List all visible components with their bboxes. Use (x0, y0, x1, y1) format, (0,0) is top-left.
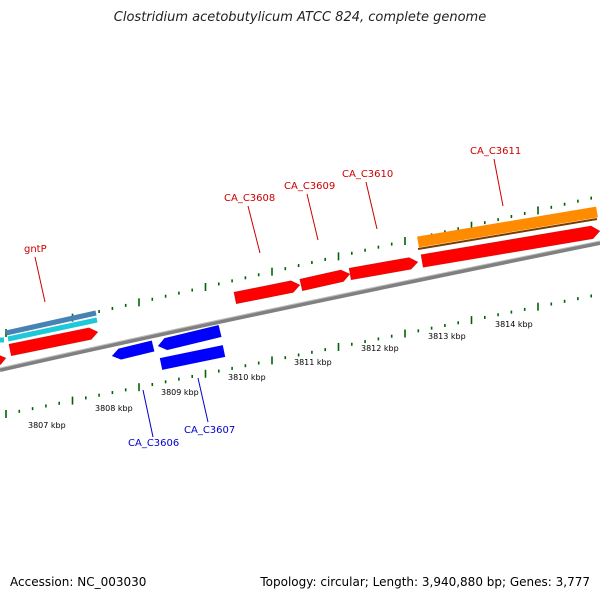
gene-arrow-reverse (157, 324, 222, 351)
scale-labels: 3807 kbp 3808 kbp 3809 kbp 3810 kbp 3811… (28, 320, 533, 430)
gene-bar-reverse (159, 345, 226, 370)
leader-line (197, 377, 209, 423)
gene-label-CA_C3610: CA_C3610 (342, 169, 393, 180)
gene-arrow-forward (348, 257, 419, 281)
genome-backbone (0, 240, 600, 372)
gene-label-gntP: gntP (24, 244, 47, 255)
backbone-highlight (0, 240, 600, 369)
scale-label: 3812 kbp (361, 344, 399, 353)
accession-text: Accession: NC_003030 (10, 575, 147, 589)
leader-line (365, 181, 378, 230)
gene-label-CA_C3607: CA_C3607 (184, 425, 235, 436)
gene-label-CA_C3611: CA_C3611 (470, 146, 521, 157)
leader-line (306, 193, 319, 241)
leader-line (34, 256, 46, 303)
scale-label: 3810 kbp (228, 373, 266, 382)
leader-line (247, 205, 261, 254)
gene-label-CA_C3609: CA_C3609 (284, 181, 335, 192)
scale-label: 3807 kbp (28, 421, 66, 430)
feature-bar-steelblue (5, 310, 97, 336)
scale-label: 3808 kbp (95, 404, 133, 413)
leader-line (142, 389, 154, 438)
genome-stats-text: Topology: circular; Length: 3,940,880 bp… (260, 575, 590, 589)
feature-bar-cyan (0, 337, 4, 343)
lower-tick-track (5, 294, 593, 418)
gene-label-CA_C3606: CA_C3606 (128, 438, 179, 449)
feature-bar-orange (417, 206, 598, 248)
leader-line (493, 158, 504, 207)
scale-label: 3809 kbp (161, 388, 199, 397)
scale-label: 3811 kbp (294, 358, 332, 367)
gene-labels: gntP CA_C3608 CA_C3609 CA_C3610 CA_C3611… (24, 146, 521, 449)
scale-label: 3814 kbp (495, 320, 533, 329)
gene-label-CA_C3608: CA_C3608 (224, 193, 275, 204)
gene-arrow-forward (0, 355, 7, 365)
scale-label: 3813 kbp (428, 332, 466, 341)
gene-arrow-forward (299, 269, 351, 292)
gene-arrow-forward (8, 327, 99, 357)
feature-track (0, 206, 600, 370)
feature-bar-cyan (7, 317, 98, 342)
feature-bar-orange-edge (417, 218, 598, 250)
gene-arrow-forward (233, 280, 301, 305)
gene-arrow-forward (420, 225, 600, 268)
backbone-line (0, 241, 600, 372)
gene-arrow-reverse (111, 340, 155, 360)
map-title: Clostridium acetobutylicum ATCC 824, com… (113, 10, 487, 25)
label-leaders (34, 158, 504, 438)
